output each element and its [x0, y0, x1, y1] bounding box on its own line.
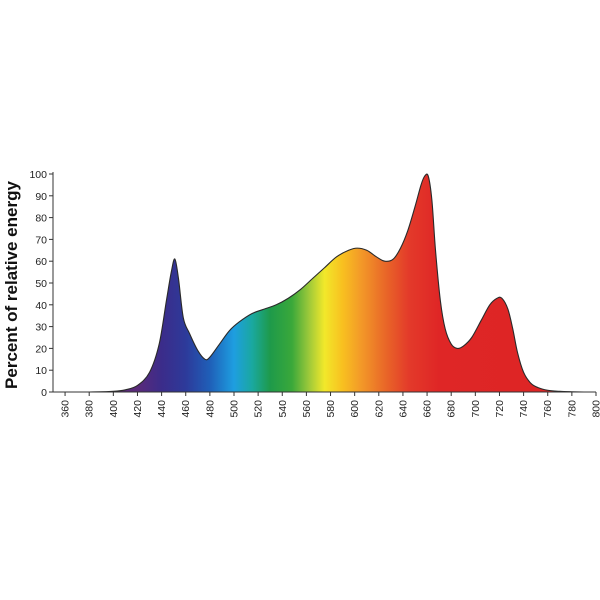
x-tick-label: 440	[156, 400, 168, 418]
y-tick-label: 60	[35, 256, 47, 268]
y-tick-label: 10	[35, 365, 47, 377]
x-tick-label: 740	[518, 400, 530, 418]
x-tick-label: 520	[253, 400, 265, 418]
x-tick-label: 620	[373, 400, 385, 418]
x-tick-label: 800	[591, 400, 600, 418]
y-tick-label: 100	[29, 169, 47, 181]
x-tick-label: 500	[229, 400, 241, 418]
y-tick-label: 0	[41, 387, 47, 399]
y-tick-label: 90	[35, 191, 47, 203]
x-tick-label: 580	[325, 400, 337, 418]
x-tick-label: 680	[446, 400, 458, 418]
x-tick-label: 700	[470, 400, 482, 418]
y-ticks: 0 10 20 30 40 50 60 70 80 90 100	[29, 169, 53, 399]
axes	[52, 172, 596, 393]
x-tick-label: 540	[277, 400, 289, 418]
y-tick-label: 20	[35, 343, 47, 355]
y-tick-label: 80	[35, 213, 47, 225]
y-tick-label: 50	[35, 278, 47, 290]
x-tick-label: 660	[422, 400, 434, 418]
x-tick-label: 560	[301, 400, 313, 418]
x-tick-label: 780	[566, 400, 578, 418]
x-tick-label: 600	[349, 400, 361, 418]
x-tick-label: 460	[180, 400, 192, 418]
y-tick-label: 40	[35, 300, 47, 312]
y-axis-label: Percent of relative energy	[2, 181, 21, 389]
x-tick-label: 640	[397, 400, 409, 418]
y-tick-label: 30	[35, 322, 47, 334]
x-tick-label: 380	[84, 400, 96, 418]
spectrum-fill	[53, 174, 596, 392]
x-tick-label: 480	[204, 400, 216, 418]
spectrum-outline	[53, 173, 596, 393]
spectrum-area-layer	[53, 173, 596, 393]
x-ticks: 360 380 400 420 440 460 480 500 520 540 560 580 600 6…	[60, 392, 600, 418]
x-tick-label: 400	[108, 400, 120, 418]
x-tick-label: 360	[60, 400, 72, 418]
x-tick-label: 420	[132, 400, 144, 418]
x-tick-label: 720	[494, 400, 506, 418]
y-tick-label: 70	[35, 234, 47, 246]
x-tick-label: 760	[542, 400, 554, 418]
